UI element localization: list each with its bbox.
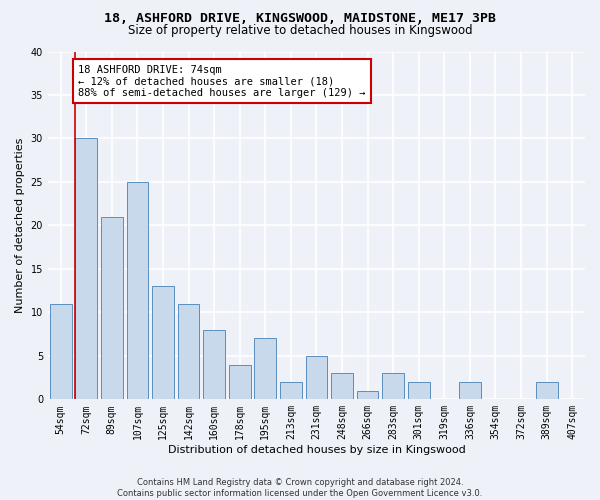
- Bar: [305, 356, 328, 400]
- Bar: [76, 138, 97, 400]
- Text: Contains HM Land Registry data © Crown copyright and database right 2024.
Contai: Contains HM Land Registry data © Crown c…: [118, 478, 482, 498]
- Bar: [459, 382, 481, 400]
- Bar: [101, 216, 123, 400]
- X-axis label: Distribution of detached houses by size in Kingswood: Distribution of detached houses by size …: [167, 445, 466, 455]
- Text: 18 ASHFORD DRIVE: 74sqm
← 12% of detached houses are smaller (18)
88% of semi-de: 18 ASHFORD DRIVE: 74sqm ← 12% of detache…: [78, 64, 365, 98]
- Bar: [536, 382, 557, 400]
- Bar: [50, 304, 71, 400]
- Y-axis label: Number of detached properties: Number of detached properties: [15, 138, 25, 313]
- Bar: [127, 182, 148, 400]
- Bar: [152, 286, 174, 400]
- Bar: [229, 364, 251, 400]
- Bar: [178, 304, 199, 400]
- Bar: [331, 373, 353, 400]
- Text: 18, ASHFORD DRIVE, KINGSWOOD, MAIDSTONE, ME17 3PB: 18, ASHFORD DRIVE, KINGSWOOD, MAIDSTONE,…: [104, 12, 496, 26]
- Bar: [254, 338, 276, 400]
- Text: Size of property relative to detached houses in Kingswood: Size of property relative to detached ho…: [128, 24, 472, 37]
- Bar: [382, 373, 404, 400]
- Bar: [408, 382, 430, 400]
- Bar: [203, 330, 225, 400]
- Bar: [357, 390, 379, 400]
- Bar: [280, 382, 302, 400]
